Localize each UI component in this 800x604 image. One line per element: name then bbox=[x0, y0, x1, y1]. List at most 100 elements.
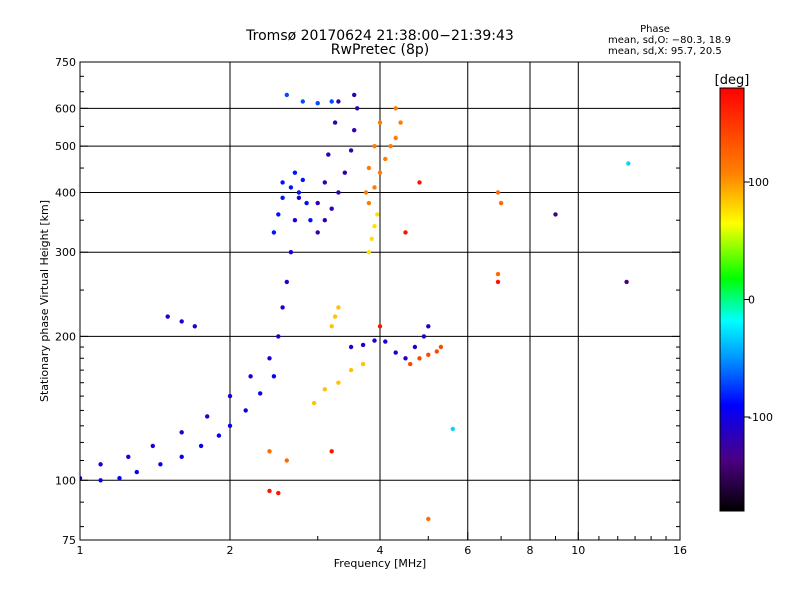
data-point bbox=[315, 200, 320, 206]
phase-o-line: mean, sd,O: −80.3, 18.9 bbox=[608, 35, 731, 46]
data-point bbox=[434, 349, 439, 354]
x-tick-label: 16 bbox=[673, 544, 687, 557]
point-series bbox=[553, 212, 629, 285]
data-point bbox=[360, 361, 366, 367]
data-point bbox=[258, 391, 263, 396]
data-point bbox=[296, 195, 302, 200]
colorbar-ticks: -100 0 100 bbox=[744, 176, 773, 424]
data-point bbox=[280, 180, 285, 185]
data-point bbox=[421, 334, 427, 339]
data-point bbox=[403, 230, 408, 235]
data-point bbox=[280, 195, 285, 200]
data-point bbox=[267, 488, 272, 494]
data-point bbox=[296, 190, 302, 195]
data-point bbox=[329, 99, 334, 104]
data-point bbox=[383, 156, 388, 162]
colorbar-tick-label: 100 bbox=[748, 176, 769, 189]
chart-title: Tromsø 20170624 21:38:00−21:39:43 bbox=[245, 28, 514, 44]
data-point bbox=[126, 454, 131, 459]
data-point bbox=[438, 344, 444, 350]
data-point bbox=[315, 230, 320, 235]
y-tick-label: 100 bbox=[55, 474, 76, 487]
data-point bbox=[192, 324, 197, 329]
data-point bbox=[308, 218, 313, 223]
data-point bbox=[366, 200, 372, 206]
colorbar-label: [deg] bbox=[715, 73, 750, 88]
data-point bbox=[165, 314, 170, 319]
data-point bbox=[284, 92, 289, 98]
chart-subtitle: RwPretec (8p) bbox=[331, 42, 429, 58]
data-point bbox=[276, 490, 281, 496]
data-point bbox=[117, 476, 122, 481]
grid-layer bbox=[80, 62, 680, 540]
data-point bbox=[495, 279, 501, 285]
point-series bbox=[366, 212, 380, 255]
point-series bbox=[267, 190, 504, 522]
data-point bbox=[80, 476, 83, 481]
data-point bbox=[227, 423, 233, 428]
data-point bbox=[352, 92, 357, 98]
data-point bbox=[495, 271, 501, 277]
data-point bbox=[372, 144, 377, 149]
data-point bbox=[388, 144, 393, 149]
y-tick-label: 200 bbox=[55, 330, 76, 343]
data-point bbox=[322, 387, 327, 392]
data-point bbox=[342, 170, 347, 175]
data-point bbox=[336, 380, 341, 385]
data-point bbox=[271, 230, 277, 235]
data-point bbox=[412, 344, 418, 350]
phase-title: Phase bbox=[640, 24, 670, 35]
data-point bbox=[366, 250, 372, 255]
data-point bbox=[372, 185, 377, 190]
data-point bbox=[624, 279, 629, 285]
data-point bbox=[336, 190, 341, 195]
axis-ticks: 1 2 4 6 8 10 16 75 100 200 300 400 500 600 750 bbox=[55, 56, 687, 557]
data-point bbox=[300, 99, 305, 104]
data-point bbox=[311, 400, 317, 406]
y-axis-label: Stationary phase Virtual Height [km] bbox=[38, 200, 51, 402]
x-axis-label: Frequency [MHz] bbox=[334, 557, 426, 570]
data-point bbox=[352, 128, 357, 133]
point-series bbox=[80, 374, 277, 483]
data-point bbox=[393, 135, 398, 141]
data-point bbox=[336, 305, 341, 310]
point-series bbox=[311, 305, 366, 406]
data-point bbox=[288, 185, 294, 190]
data-point bbox=[498, 200, 504, 206]
data-point bbox=[288, 250, 294, 255]
data-point bbox=[408, 361, 413, 367]
data-point bbox=[332, 120, 338, 125]
point-series bbox=[348, 324, 431, 361]
data-point bbox=[248, 374, 253, 379]
point-series bbox=[165, 314, 197, 329]
phase-x-line: mean, sd,X: 95.7, 20.5 bbox=[608, 46, 722, 57]
data-point bbox=[134, 469, 139, 475]
data-point bbox=[304, 200, 309, 206]
data-point bbox=[205, 414, 210, 419]
data-point bbox=[393, 106, 398, 111]
y-tick-label: 500 bbox=[55, 140, 76, 153]
x-tick-label: 1 bbox=[77, 544, 84, 557]
data-point bbox=[198, 443, 204, 449]
x-tick-label: 6 bbox=[464, 544, 471, 557]
data-point bbox=[179, 319, 184, 324]
data-point bbox=[377, 324, 383, 329]
data-point bbox=[450, 426, 455, 432]
data-point bbox=[276, 212, 281, 217]
y-tick-label: 75 bbox=[62, 534, 76, 547]
data-point bbox=[98, 478, 103, 483]
data-point bbox=[267, 356, 272, 361]
data-point bbox=[150, 443, 155, 449]
data-point bbox=[292, 218, 298, 223]
data-point bbox=[417, 180, 422, 185]
data-point bbox=[227, 393, 233, 399]
data-point bbox=[326, 152, 331, 157]
point-series bbox=[363, 106, 403, 206]
data-point bbox=[426, 516, 431, 522]
data-point bbox=[363, 190, 369, 195]
point-series bbox=[315, 92, 360, 235]
data-point bbox=[369, 236, 374, 241]
data-point bbox=[417, 356, 422, 361]
